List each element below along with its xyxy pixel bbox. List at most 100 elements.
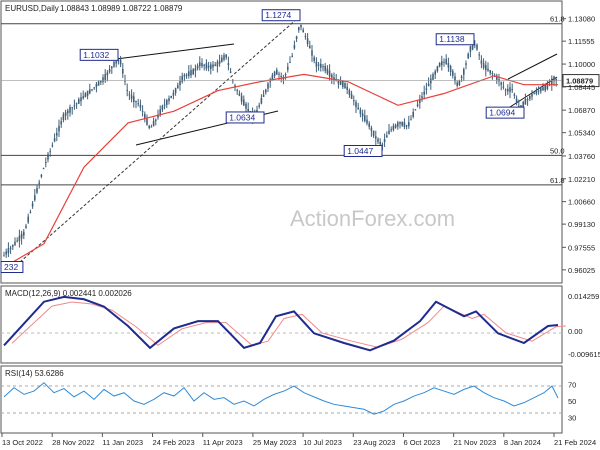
candle-body [185,74,188,76]
candle-body [485,65,487,71]
candle-body [106,72,109,76]
date-tick-label: 23 Aug 2023 [353,438,395,447]
candle-body [163,104,166,106]
candle-body [504,89,507,91]
candle-body [273,71,276,76]
macd-tick-label: 0.00 [568,327,583,336]
date-tick-label: 11 Jan 2023 [102,438,143,447]
price-label-text: 1.0634 [229,112,255,122]
candle-body [7,248,10,254]
candle-body [546,83,549,90]
rsi-tick-label: 70 [568,380,576,389]
candle-body [507,88,509,92]
candle-body [229,71,232,73]
candle-body [91,89,93,91]
candle-body [465,63,467,65]
macd-axis-ticks: 0.014259 0.00 -0.009615 [568,292,600,359]
candle-body [3,255,5,257]
price-tick-label: 0.97555 [568,243,595,252]
candle-body [212,64,214,68]
price-label-text: 232 [4,262,18,272]
candle-body [331,74,333,78]
candle-body [304,36,307,38]
candle-body [476,44,478,50]
candle-body [529,95,531,99]
candle-body [436,66,439,72]
candle-body [377,138,379,142]
candle-body [97,81,100,86]
candle-body [491,73,494,75]
candle-body [392,125,395,130]
candle-body [359,109,362,114]
candle-body [309,45,311,49]
candle-body [522,101,524,108]
candle-body [5,251,7,255]
candle-body [102,77,104,82]
candle-body [423,91,425,95]
price-tick-label: 1.03760 [568,152,595,161]
candle-body [236,90,238,92]
candle-body [225,54,227,58]
candle-body [196,65,199,69]
candle-body [430,78,432,84]
candle-body [75,103,78,105]
candle-body [368,123,370,127]
candle-body [511,89,513,91]
candle-body [111,66,113,69]
candle-body [412,112,414,117]
candle-body [337,79,340,84]
candle-body [223,55,225,60]
price-tick-label: 1.06870 [568,106,595,115]
candle-body [524,98,527,105]
candle-body [18,235,21,242]
candle-body [427,83,430,87]
macd-tick-label: -0.009615 [568,350,600,359]
candle-body [89,89,91,94]
candle-body [58,125,60,132]
candle-body [381,144,384,146]
candle-body [460,76,463,78]
candle-body [419,99,421,103]
candle-body [295,36,298,40]
candle-body [119,59,122,65]
candle-body [34,195,36,201]
candle-body [276,69,278,75]
price-label-box [225,111,265,124]
date-tick-label: 21 Feb 2024 [554,438,596,447]
candle-body [551,78,553,85]
candle-body [542,87,544,91]
candle-body [500,82,502,85]
price-tick-label: 1.10000 [568,60,595,69]
price-tick-label: 0.96025 [568,266,595,275]
candle-body [401,121,403,126]
candle-body [137,103,139,105]
macd-panel-frame [0,285,563,364]
candle-body [388,130,390,134]
candle-body [518,105,520,107]
candle-body [148,125,150,129]
candle-body [537,90,540,92]
price-candles [3,24,557,258]
price-tick-label: 1.05340 [568,129,595,138]
price-labels: 1.1032 1.1274 1.0634 1.0447 1.1138 1.0694 232 [0,9,525,274]
candle-body [205,63,208,69]
rsi-line [3,382,559,415]
candle-body [278,73,280,75]
candle-body [31,203,34,207]
candle-body [133,96,135,103]
candle-body [322,66,324,68]
candle-body [555,78,557,81]
price-tick-label: 1.13080 [568,15,595,24]
macd-panel-title: MACD(12,26,9) 0.002441 0.002026 [5,289,132,298]
price-tick-label: 0.99130 [568,220,595,229]
macd-line [3,295,559,352]
candle-body [289,61,291,63]
candle-body [179,80,181,86]
candle-body [245,103,247,109]
candle-body [174,88,177,94]
trendline-dashed [19,17,299,263]
candle-body [60,121,62,125]
candle-body [130,95,133,99]
candle-body [71,107,73,109]
